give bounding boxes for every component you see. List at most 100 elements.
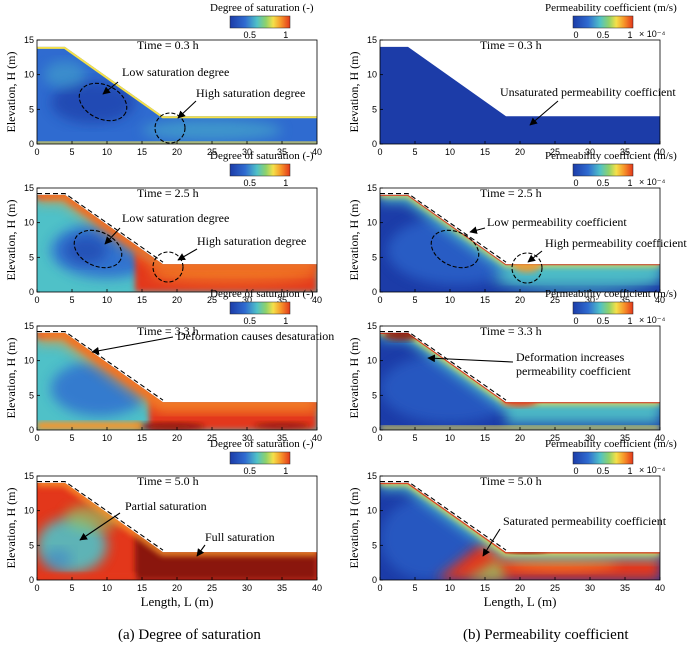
colorbar [572, 451, 634, 465]
annotation-arrow [529, 100, 559, 126]
colorbar-exponent: × 10⁻⁴ [639, 29, 666, 39]
x-tick-label: 35 [277, 147, 287, 157]
x-tick-label: 10 [102, 433, 112, 443]
x-tick-label: 40 [655, 433, 665, 443]
annotation-label: High saturation degree [197, 234, 306, 248]
annotation-label: High permeability coefficient [545, 236, 687, 250]
colorbar-title: Permeability coefficient (m/s) [545, 150, 677, 162]
x-tick-label: 0 [377, 433, 382, 443]
x-tick-label: 40 [312, 295, 322, 305]
y-tick-label: 15 [367, 183, 377, 193]
x-tick-label: 20 [515, 295, 525, 305]
annotation-label: Deformation causes desaturation [177, 329, 334, 343]
x-tick-label: 35 [620, 583, 630, 593]
x-tick-label: 35 [620, 147, 630, 157]
colorbar-tick-label: 0.5 [244, 178, 257, 188]
x-tick-label: 35 [620, 295, 630, 305]
x-axis-label: Length, L (m) [141, 594, 214, 609]
annotation-arrow [91, 336, 174, 355]
y-tick-label: 15 [367, 321, 377, 331]
colorbar-title: Degree of saturation (-) [210, 150, 314, 162]
colorbar [572, 15, 634, 29]
time-label: Time = 3.3 h [137, 324, 199, 338]
x-tick-label: 5 [69, 147, 74, 157]
x-tick-label: 10 [445, 433, 455, 443]
x-tick-label: 25 [207, 147, 217, 157]
y-axis-label: Elevation, H (m) [4, 338, 18, 419]
colorbar [229, 301, 291, 315]
x-tick-label: 15 [480, 295, 490, 305]
annotation-label: Full saturation [205, 530, 275, 544]
time-label: Time = 0.3 h [480, 38, 542, 52]
x-tick-label: 40 [312, 433, 322, 443]
y-tick-label: 0 [29, 287, 34, 297]
annotation-label: Low permeability coefficient [487, 215, 627, 229]
x-tick-label: 30 [242, 295, 252, 305]
annotation-arrow [79, 512, 121, 541]
x-tick-label: 10 [445, 295, 455, 305]
annotation-ellipse [78, 82, 128, 122]
x-tick-label: 35 [277, 295, 287, 305]
x-tick-label: 30 [585, 295, 595, 305]
colorbar-tick-label: 0.5 [597, 178, 610, 188]
x-tick-label: 5 [69, 433, 74, 443]
colorbar-exponent: × 10⁻⁴ [639, 177, 666, 187]
x-tick-label: 5 [69, 295, 74, 305]
colorbar-tick-label: 1 [627, 316, 632, 326]
y-tick-label: 15 [24, 35, 34, 45]
x-tick-label: 20 [172, 147, 182, 157]
colorbar-title: Permeability coefficient (m/s) [545, 2, 677, 14]
y-tick-label: 0 [372, 575, 377, 585]
x-tick-label: 15 [137, 433, 147, 443]
colorbar-tick-label: 1 [627, 178, 632, 188]
x-tick-label: 20 [172, 433, 182, 443]
y-axis-label: Elevation, H (m) [4, 200, 18, 281]
x-tick-label: 10 [102, 295, 112, 305]
y-tick-label: 10 [24, 70, 34, 80]
x-tick-label: 25 [207, 295, 217, 305]
y-tick-label: 5 [29, 390, 34, 400]
y-tick-label: 0 [29, 575, 34, 585]
y-axis-label: Elevation, H (m) [347, 338, 361, 419]
x-tick-label: 15 [137, 147, 147, 157]
y-tick-label: 5 [372, 390, 377, 400]
y-tick-label: 5 [29, 252, 34, 262]
x-tick-label: 10 [102, 583, 112, 593]
x-tick-label: 0 [34, 583, 39, 593]
time-label: Time = 0.3 h [137, 38, 199, 52]
x-tick-label: 0 [34, 295, 39, 305]
annotation-ellipse [154, 112, 186, 144]
y-tick-label: 15 [367, 35, 377, 45]
x-tick-label: 40 [312, 147, 322, 157]
x-tick-label: 5 [412, 295, 417, 305]
annotation-arrow [177, 248, 198, 261]
y-tick-label: 15 [24, 471, 34, 481]
x-tick-label: 30 [242, 583, 252, 593]
colorbar-title: Permeability coefficient (m/s) [545, 438, 677, 450]
initial-surface-line [380, 480, 507, 551]
time-label: Time = 2.5 h [480, 186, 542, 200]
annotation-ellipse [430, 229, 480, 269]
y-axis-label: Elevation, H (m) [347, 200, 361, 281]
annotation-ellipse [73, 229, 123, 269]
x-tick-label: 5 [412, 433, 417, 443]
colorbar-tick-label: 0.5 [244, 466, 257, 476]
x-tick-label: 20 [515, 583, 525, 593]
annotation-label: Deformation increases [516, 350, 625, 364]
initial-surface-line [380, 330, 507, 401]
colorbar-title: Degree of saturation (-) [210, 438, 314, 450]
colorbar-tick-label: 0.5 [597, 316, 610, 326]
colorbar-tick-label: 0.5 [597, 466, 610, 476]
y-axis-label: Elevation, H (m) [347, 52, 361, 133]
y-tick-label: 10 [367, 356, 377, 366]
colorbar-tick-label: 0 [573, 178, 578, 188]
x-tick-label: 5 [412, 147, 417, 157]
panel-s03: 0 5 10 15 20 25 30 35 40 0 5 10 15 Elevation, H (m) Ti… [4, 2, 322, 157]
y-axis-label: Elevation, H (m) [347, 488, 361, 569]
y-tick-label: 15 [24, 183, 34, 193]
y-tick-label: 10 [24, 218, 34, 228]
x-tick-label: 15 [480, 147, 490, 157]
